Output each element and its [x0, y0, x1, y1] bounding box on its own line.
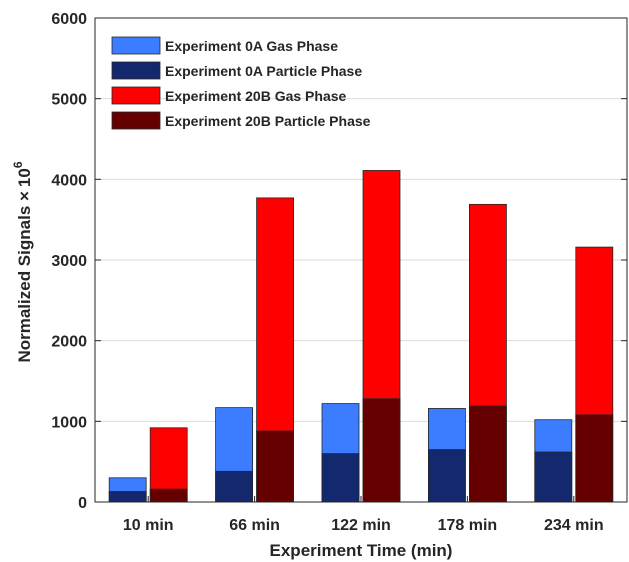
- axis-ticks: 0 1000 2000 3000 4000 5000 6000 10 min 66 min 122…: [51, 11, 627, 534]
- bar-0a-particle: [427, 449, 466, 503]
- x-tick-label: 10 min: [123, 517, 174, 534]
- x-axis-title: Experiment Time (min): [270, 541, 453, 560]
- grid-lines: [95, 98, 627, 422]
- x-tick-label: 122 min: [331, 517, 391, 534]
- x-tick-label: 234 min: [544, 517, 604, 534]
- legend-label-20b-gas: Experiment 20B Gas Phase: [165, 88, 347, 104]
- bars: [108, 170, 614, 503]
- bar-20b-particle: [256, 430, 295, 503]
- legend-swatch-0a-particle: [111, 61, 161, 80]
- legend-swatch-0a-gas: [111, 36, 161, 55]
- legend-label-0a-particle: Experiment 0A Particle Phase: [165, 63, 362, 79]
- y-axis-title: Normalized Signals × 106: [11, 161, 34, 362]
- y-axis-title-base: 10: [15, 168, 34, 187]
- legend-swatch-20b-gas: [111, 86, 161, 105]
- y-tick-label: 6000: [51, 11, 87, 28]
- legend-swatch-20b-particle: [111, 111, 161, 130]
- bar-20b-particle: [575, 414, 614, 503]
- y-tick-label: 3000: [51, 253, 87, 270]
- bar-0a-particle: [108, 491, 147, 503]
- legend-label-0a-gas: Experiment 0A Gas Phase: [165, 38, 338, 54]
- bar-20b-particle: [149, 488, 188, 503]
- y-axis-title-main: Normalized Signals ×: [15, 191, 34, 363]
- y-tick-label: 4000: [51, 172, 87, 189]
- x-tick-label: 66 min: [229, 517, 280, 534]
- legend: Experiment 0A Gas Phase Experiment 0A Pa…: [111, 36, 371, 130]
- y-tick-label: 2000: [51, 334, 87, 351]
- y-tick-label: 5000: [51, 92, 87, 109]
- bar-20b-particle: [468, 405, 507, 503]
- bar-20b-particle: [362, 398, 401, 503]
- bar-0a-particle: [215, 470, 254, 503]
- x-tick-label: 178 min: [438, 517, 498, 534]
- bar-0a-particle: [321, 453, 360, 503]
- legend-label-20b-particle: Experiment 20B Particle Phase: [165, 113, 371, 129]
- bar-0a-particle: [534, 451, 573, 503]
- y-tick-label: 1000: [51, 414, 87, 431]
- y-axis-title-exponent: 6: [11, 161, 25, 168]
- y-tick-label: 0: [78, 495, 87, 512]
